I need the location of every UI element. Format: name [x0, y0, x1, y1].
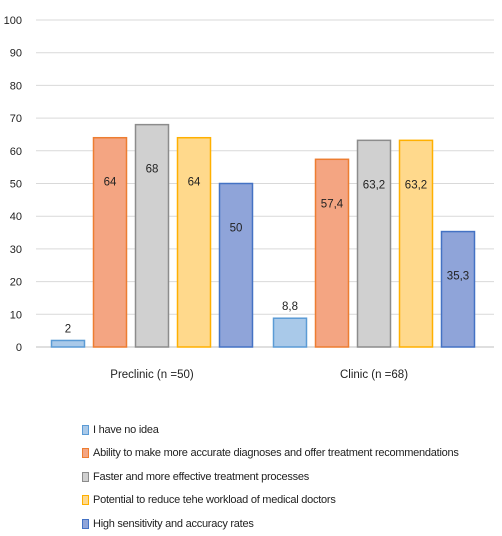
y-tick-label: 100 [4, 15, 22, 27]
legend-label: Faster and more effective treatment proc… [93, 470, 309, 483]
bar-chart: 0 10 20 30 40 50 60 70 80 90 100 2 8,8 64 57,4 68 63,2 64… [4, 15, 494, 381]
x-category-label: Clinic (n =68) [340, 369, 408, 381]
bar [176, 136, 212, 348]
legend-swatch [82, 448, 89, 459]
legend-item: I have no idea [82, 418, 459, 442]
legend-item: Faster and more effective treatment proc… [82, 465, 459, 489]
y-tick-label: 0 [16, 342, 22, 354]
y-tick-label: 90 [10, 48, 22, 60]
bar [218, 182, 254, 348]
legend-item: Potential to reduce tehe workload of med… [82, 489, 459, 513]
data-label: 57,4 [321, 198, 344, 210]
legend-label: Potential to reduce tehe workload of med… [93, 494, 336, 507]
bar [272, 317, 308, 348]
legend-item: Ability to make more accurate diagnoses … [82, 442, 459, 466]
legend-item: High sensitivity and accuracy rates [82, 512, 459, 536]
legend-swatch [82, 495, 89, 506]
data-label: 63,2 [363, 179, 385, 191]
y-tick-label: 30 [10, 244, 22, 256]
legend-swatch [82, 471, 89, 482]
y-tick-label: 50 [10, 179, 22, 191]
legend-label: I have no idea [93, 423, 159, 436]
y-tick-label: 20 [10, 277, 22, 289]
bar [356, 139, 392, 348]
bar [50, 339, 86, 348]
y-tick-label: 70 [10, 113, 22, 125]
legend-label: High sensitivity and accuracy rates [93, 517, 254, 530]
bar [92, 136, 128, 348]
legend-swatch [82, 424, 89, 435]
bar [398, 139, 434, 348]
data-label: 35,3 [447, 271, 469, 283]
legend: I have no idea Ability to make more accur… [82, 418, 459, 536]
data-label: 63,2 [405, 179, 427, 191]
data-label: 8,8 [282, 301, 298, 313]
bar [134, 123, 170, 348]
data-label: 50 [230, 223, 243, 235]
data-label: 68 [146, 164, 159, 176]
legend-swatch [82, 518, 89, 529]
data-label: 64 [188, 177, 201, 189]
data-label: 64 [104, 177, 117, 189]
data-label: 2 [65, 323, 71, 335]
bar [440, 230, 476, 348]
y-tick-label: 60 [10, 146, 22, 158]
x-category-label: Preclinic (n =50) [110, 369, 194, 381]
y-tick-label: 10 [10, 309, 22, 321]
y-tick-label: 40 [10, 211, 22, 223]
y-tick-label: 80 [10, 80, 22, 92]
bar [314, 158, 350, 348]
legend-label: Ability to make more accurate diagnoses … [93, 447, 459, 460]
